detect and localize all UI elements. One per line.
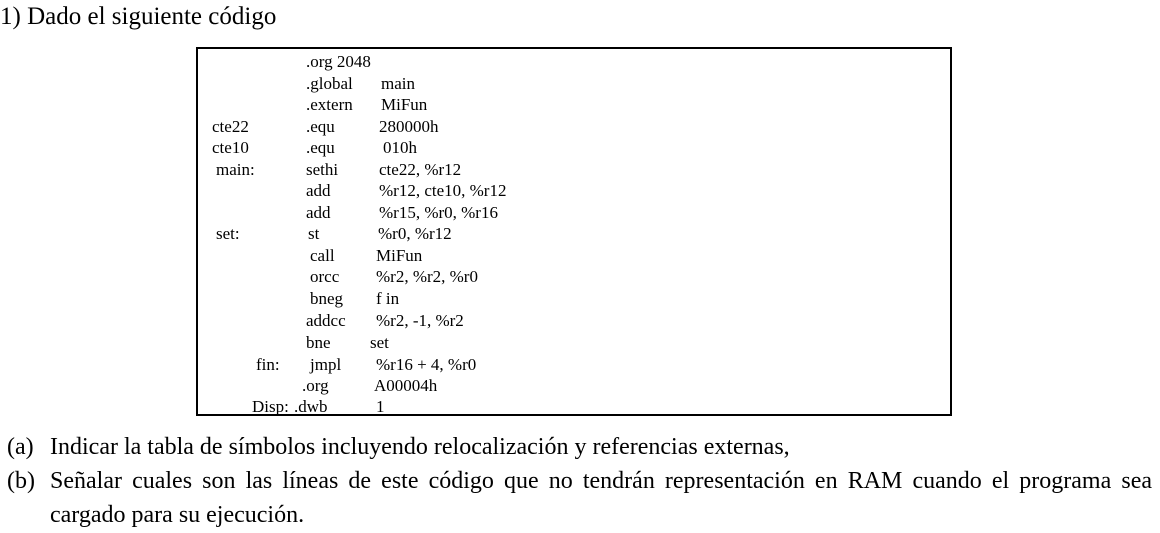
code-line: .org A00004h [198,375,950,397]
code-line: .global main [198,73,950,95]
code-op: .equ [306,117,335,136]
question-item: (b) Señalar cuales son las líneas de est… [0,464,1160,532]
code-op: call [310,246,335,265]
question-text: Señalar cuales son las líneas de este có… [50,468,1152,528]
code-args: %r12, cte10, %r12 [379,181,507,200]
code-args: MiFun [381,95,428,114]
code-args: set [370,333,389,352]
code-args: %r0, %r12 [378,224,452,243]
question-marker: (b) [7,468,35,494]
code-label: Disp: [252,397,289,416]
code-op: .global [306,74,353,93]
code-line: .extern MiFun [198,94,950,116]
code-line: addcc %r2, -1, %r2 [198,310,950,332]
code-args: %r15, %r0, %r16 [379,203,498,222]
code-label: fin: [256,355,280,374]
question-item: (a) Indicar la tabla de símbolos incluye… [0,430,1160,464]
code-args: A00004h [374,376,438,395]
code-args: f in [376,289,400,308]
code-line: orcc %r2, %r2, %r0 [198,266,950,288]
code-line: set: st %r0, %r12 [198,223,950,245]
code-label: cte10 [212,138,249,157]
code-op: bne [306,333,331,352]
code-op: add [306,203,331,222]
code-args: 1 [376,397,385,416]
code-op: addcc [306,311,346,330]
code-args: %r2, -1, %r2 [376,311,464,330]
code-op: .dwb [294,397,328,416]
code-args: %r2, %r2, %r0 [376,267,478,286]
code-op: jmpl [310,355,342,374]
code-args: 280000h [379,117,439,136]
code-op: st [308,224,320,243]
code-op: add [306,181,331,200]
code-line: main: sethi cte22, %r12 [198,159,950,181]
code-line: add %r15, %r0, %r16 [198,202,950,224]
code-op: bneg [310,289,344,308]
code-label: set: [216,224,240,243]
code-line: Disp: .dwb 1 [198,396,950,418]
code-line: .org 2048 [198,51,950,73]
exercise-heading: 1) Dado el siguiente código [0,3,277,30]
code-line: cte10 .equ 010h [198,137,950,159]
code-label: main: [216,160,255,179]
questions-list: (a) Indicar la tabla de símbolos incluye… [0,430,1160,532]
code-args: 010h [383,138,417,157]
code-line: call MiFun [198,245,950,267]
code-op: .extern [306,95,353,114]
code-op: .org 2048 [306,52,371,71]
code-line: add %r12, cte10, %r12 [198,180,950,202]
code-label: cte22 [212,117,249,136]
code-op: sethi [306,160,339,179]
code-op: .org [302,376,329,395]
code-listing-box: .org 2048 .global main .extern MiFun cte… [196,47,952,416]
code-args: main [381,74,415,93]
code-args: %r16 + 4, %r0 [376,355,477,374]
question-text: Indicar la tabla de símbolos incluyendo … [50,434,790,460]
code-line: fin: jmpl %r16 + 4, %r0 [198,354,950,376]
code-line: cte22 .equ 280000h [198,116,950,138]
question-marker: (a) [7,434,34,460]
code-op: orcc [310,267,340,286]
code-line: bneg f in [198,288,950,310]
code-args: MiFun [376,246,423,265]
code-op: .equ [306,138,335,157]
code-args: cte22, %r12 [379,160,462,179]
code-line: bne set [198,332,950,354]
